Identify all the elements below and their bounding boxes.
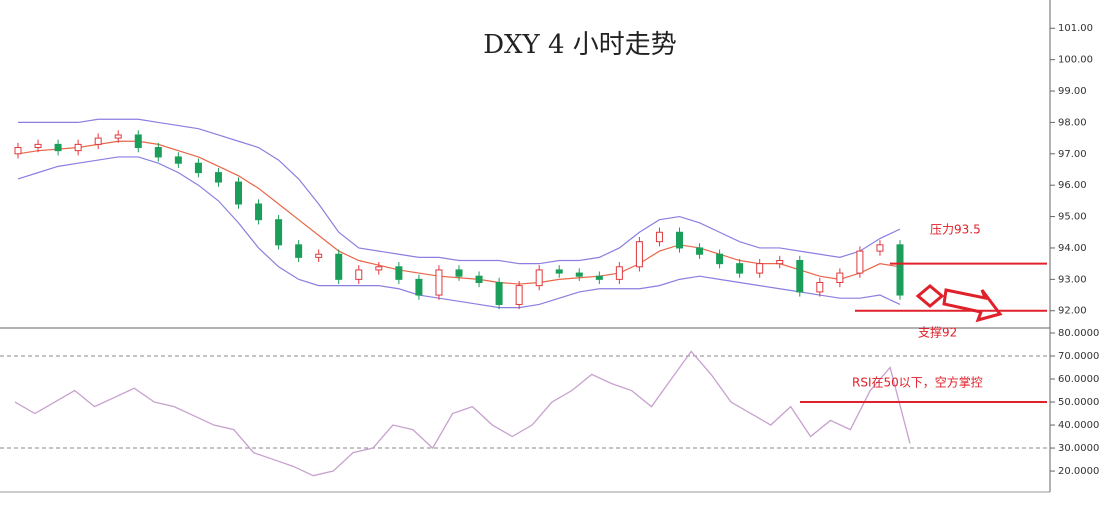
- y-tick-label: 95.00: [1058, 212, 1087, 223]
- annotation-text: 支撑92: [918, 325, 957, 340]
- candle-body: [415, 278, 423, 296]
- y-tick-label: 101.00: [1058, 23, 1093, 34]
- y-tick-label: 94.00: [1058, 243, 1087, 254]
- y-tick-label: 93.00: [1058, 274, 1087, 285]
- y-tick-label: 20.0000: [1058, 466, 1099, 477]
- candle-body: [255, 203, 263, 221]
- candle-body: [214, 172, 222, 183]
- y-tick-label: 92.00: [1058, 306, 1087, 317]
- candle-body: [736, 263, 744, 274]
- candle-body: [295, 244, 303, 258]
- candle-body: [435, 269, 443, 296]
- candle-body: [575, 272, 583, 277]
- candle-body: [375, 266, 383, 271]
- candle-body: [615, 266, 623, 280]
- y-tick-label: 60.0000: [1058, 374, 1099, 385]
- candle-body: [475, 275, 483, 283]
- candle-body: [235, 181, 242, 205]
- y-tick-label: 40.0000: [1058, 420, 1099, 431]
- candle-body: [696, 247, 704, 255]
- candle-body: [34, 143, 42, 149]
- candle-body: [635, 241, 643, 268]
- candle-body: [836, 272, 844, 283]
- y-tick-label: 97.00: [1058, 149, 1087, 160]
- candle-body: [595, 275, 603, 280]
- candle-body: [856, 250, 864, 274]
- candle-body: [154, 147, 162, 158]
- candle-body: [816, 281, 824, 293]
- y-tick-label: 96.00: [1058, 180, 1087, 191]
- candle-body: [515, 285, 523, 305]
- candle-body: [676, 231, 683, 249]
- y-tick-label: 30.0000: [1058, 443, 1099, 454]
- candle-body: [455, 269, 463, 277]
- bollinger-band: [18, 118, 901, 265]
- candle-body: [716, 253, 724, 265]
- candle-body: [495, 281, 503, 305]
- candle-body: [555, 269, 563, 274]
- arrows: [915, 284, 1003, 323]
- candle-body: [335, 253, 343, 280]
- y-tick-label: 99.00: [1058, 86, 1087, 97]
- candle-body: [174, 156, 182, 164]
- y-tick-label: 80.0000: [1058, 328, 1099, 339]
- candle-body: [315, 253, 323, 258]
- annotation-text: 压力93.5: [930, 223, 981, 237]
- candle-body: [655, 231, 663, 243]
- y-tick-label: 70.0000: [1058, 351, 1099, 362]
- candle-body: [796, 260, 804, 293]
- candle-body: [14, 147, 22, 155]
- candle-body: [756, 263, 764, 274]
- rsi-line: [14, 350, 911, 477]
- candle-body: [355, 269, 363, 280]
- candle-body: [54, 143, 62, 152]
- candle-body: [74, 143, 82, 152]
- candle-body: [876, 244, 884, 252]
- y-tick-label: 50.0000: [1058, 397, 1099, 408]
- candle-body: [275, 219, 283, 246]
- candle-body: [395, 266, 403, 280]
- candle-body: [194, 162, 202, 174]
- y-tick-label: 98.00: [1058, 117, 1087, 128]
- chart-title: DXY 4 小时走势: [483, 30, 677, 60]
- annotation-text: RSI在50以下，空方掌控: [852, 375, 983, 390]
- candle-body: [896, 244, 904, 296]
- candle-body: [535, 269, 543, 287]
- candle-body: [776, 260, 784, 265]
- candle-body: [134, 134, 142, 149]
- candle-body: [114, 134, 122, 139]
- candle-body: [94, 137, 102, 145]
- bollinger-band: [17, 156, 901, 309]
- y-tick-label: 100.00: [1058, 55, 1093, 66]
